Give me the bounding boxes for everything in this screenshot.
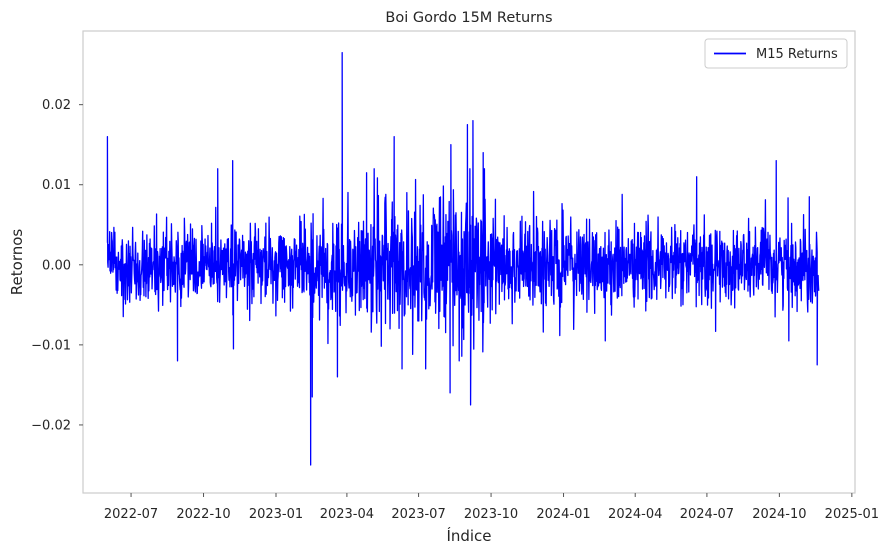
series-group xyxy=(106,51,820,466)
x-tick-label: 2024-04 xyxy=(608,507,662,522)
x-tick-label: 2023-01 xyxy=(249,507,303,522)
y-tick-label: 0.02 xyxy=(42,98,71,113)
legend-box xyxy=(704,38,848,69)
y-axis-ticks: −0.02 −0.01 0.00 0.01 0.02 xyxy=(31,98,83,433)
plot-frame xyxy=(82,30,856,494)
y-tick-label: −0.02 xyxy=(31,418,71,433)
y-tick-label: 0.00 xyxy=(42,258,71,273)
x-tick-label: 2022-07 xyxy=(104,507,158,522)
x-axis-ticks: 2022-07 2022-10 2023-01 2023-04 2023-07 2023-… xyxy=(104,493,879,522)
y-tick-label: 0.01 xyxy=(42,178,71,193)
x-tick-label: 2023-04 xyxy=(320,507,374,522)
x-axis-label: Índice xyxy=(446,526,491,545)
x-tick-label: 2022-10 xyxy=(176,507,230,522)
x-tick-label: 2023-10 xyxy=(464,507,518,522)
y-axis-label: Retornos xyxy=(8,229,26,296)
x-tick-label: 2024-07 xyxy=(680,507,734,522)
series-line-m15-returns xyxy=(106,51,820,466)
legend: M15 Returns xyxy=(704,38,848,69)
chart-title: Boi Gordo 15M Returns xyxy=(385,10,552,26)
x-tick-label: 2024-10 xyxy=(752,507,806,522)
x-tick-label: 2023-07 xyxy=(391,507,445,522)
x-tick-label: 2025-01 xyxy=(825,507,879,522)
x-tick-label: 2024-01 xyxy=(536,507,590,522)
y-tick-label: −0.01 xyxy=(31,338,71,353)
legend-label-m15-returns: M15 Returns xyxy=(756,47,838,62)
